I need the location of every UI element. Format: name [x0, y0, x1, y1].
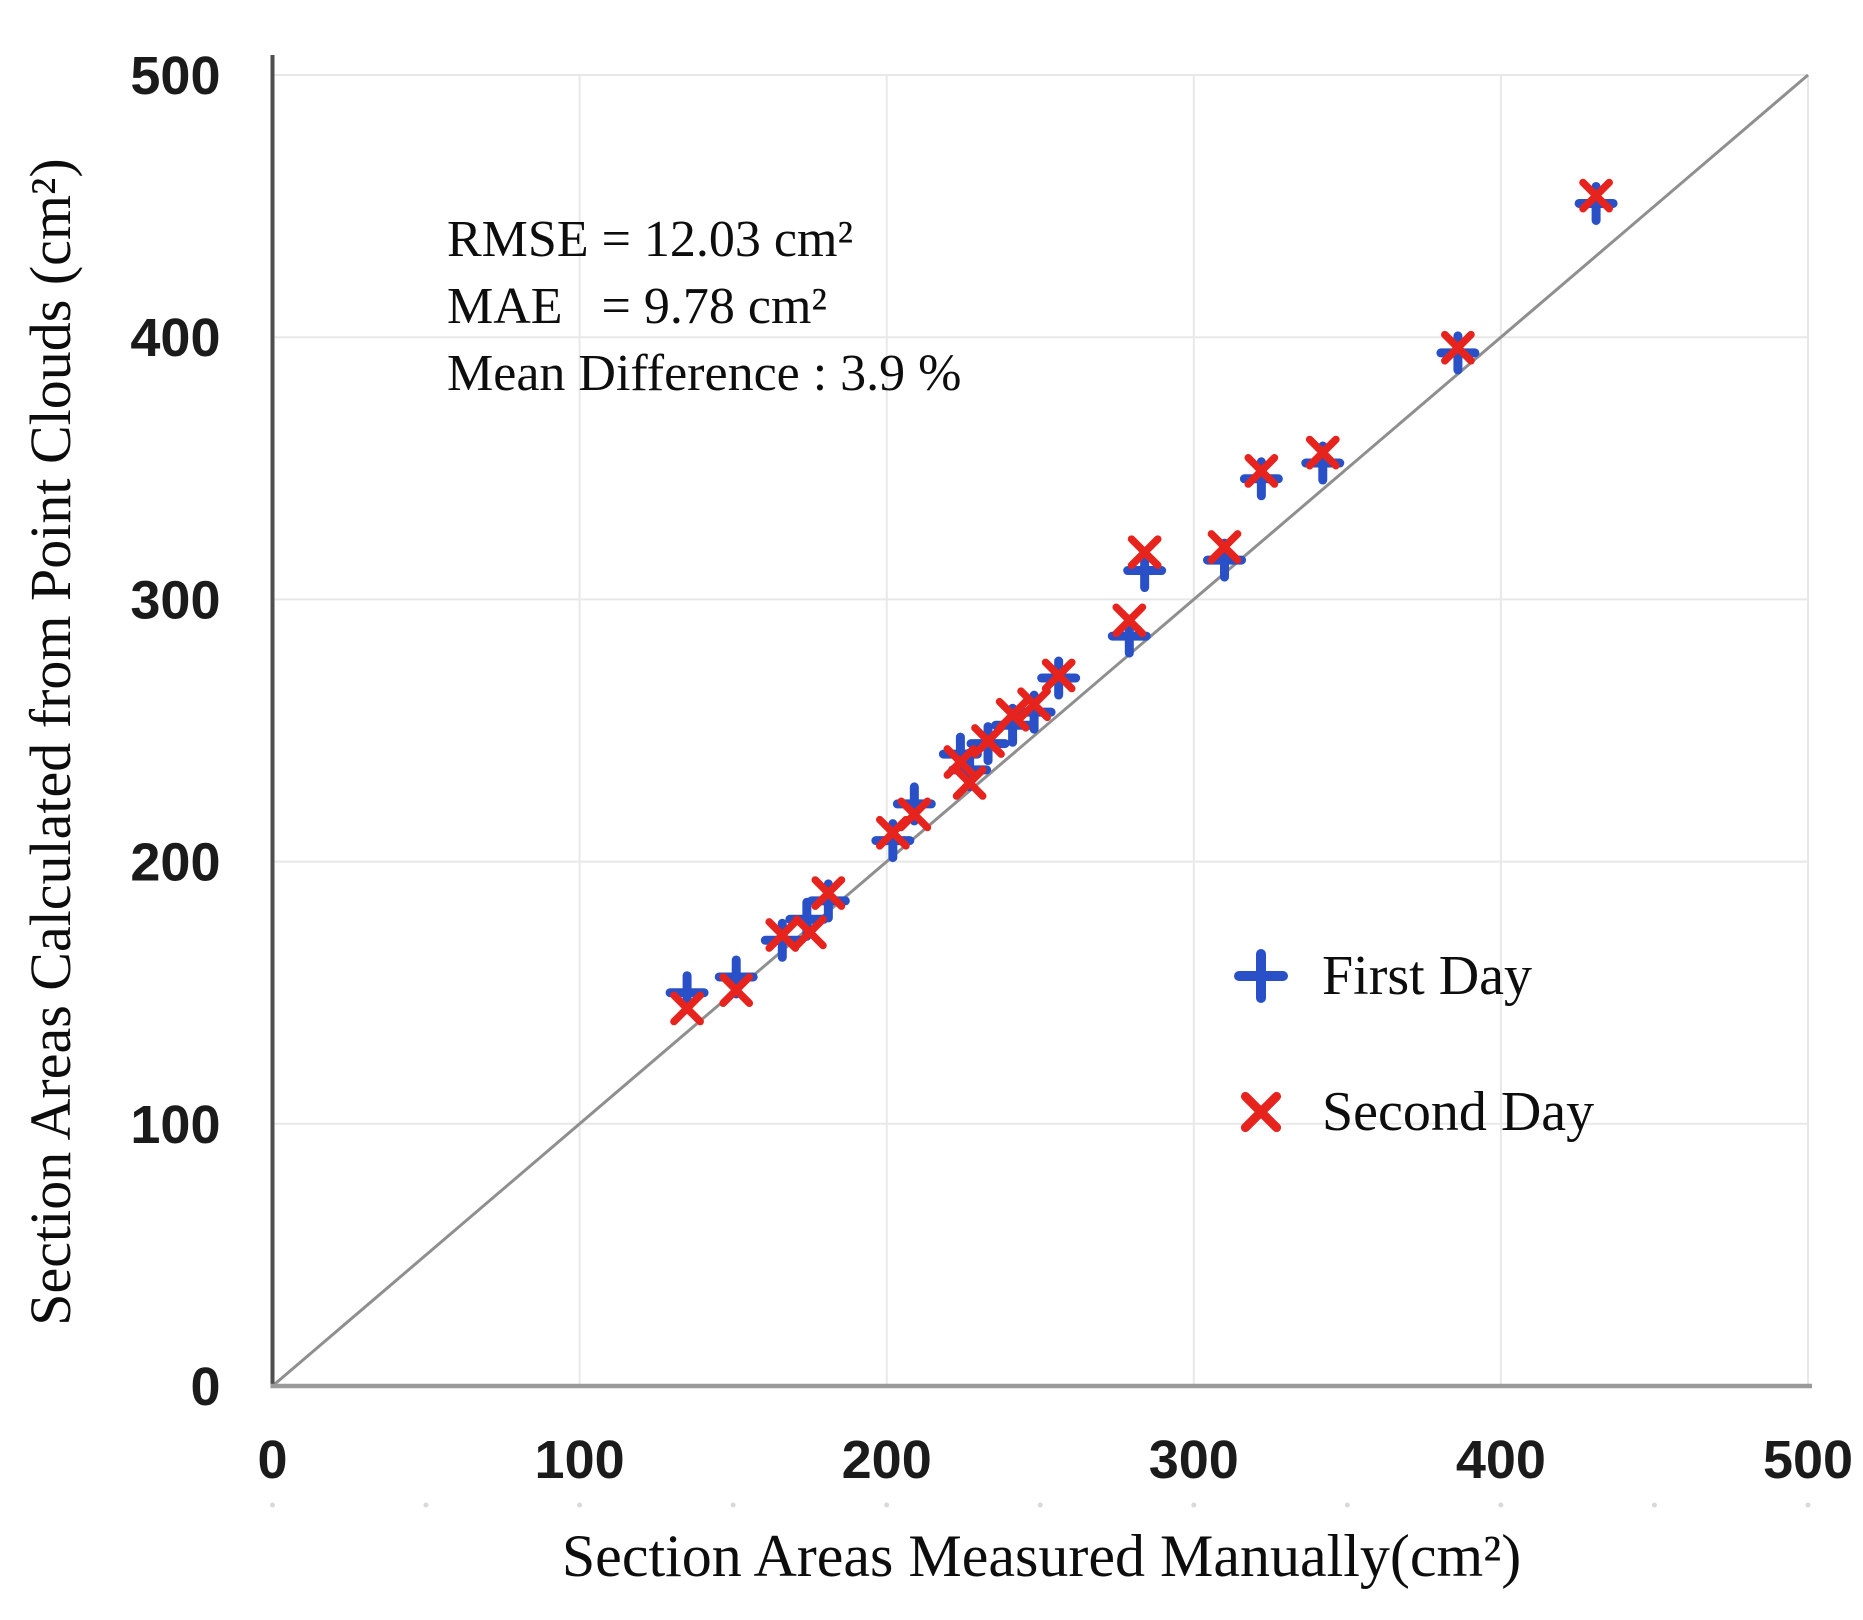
rmse-line: RMSE = 12.03 cm²	[447, 211, 854, 268]
data-point-second-day	[1305, 435, 1340, 470]
minor-tick-dot	[730, 1502, 736, 1508]
x-tick-label: 500	[1763, 1430, 1853, 1490]
data-point-second-day	[793, 915, 827, 950]
y-tick-label: 500	[130, 46, 220, 106]
data-point-second-day	[952, 766, 987, 800]
data-point-second-day	[670, 991, 704, 1026]
data-point-first-day	[1123, 549, 1167, 593]
y-tick-label: 100	[130, 1095, 220, 1155]
minor-tick-dot	[1651, 1502, 1657, 1508]
mean-difference-line: Mean Difference : 3.9 %	[447, 345, 962, 402]
legend-x-glyph	[1240, 1091, 1282, 1133]
minor-tick-dot	[1805, 1502, 1811, 1508]
x-tick-label: 400	[1456, 1430, 1546, 1490]
x-tick-label: 0	[257, 1430, 287, 1490]
plus-marker-icon	[1234, 949, 1288, 1003]
minor-tick-dot	[577, 1502, 583, 1508]
data-point-second-day	[1579, 178, 1613, 213]
legend-plus-glyph	[1234, 949, 1288, 1003]
minor-tick-dot	[423, 1502, 429, 1508]
minor-tick-dot	[1191, 1502, 1197, 1508]
data-point-second-day	[1244, 454, 1279, 488]
y-axis-title: Section Areas Calculated from Point Clou…	[18, 158, 83, 1326]
legend-item-second-day: Second Day	[1222, 1077, 1594, 1147]
minor-tick-dot	[1344, 1502, 1350, 1508]
data-point-second-day	[1127, 535, 1162, 570]
minor-tick-dot	[270, 1502, 275, 1508]
legend-label-first-day: First Day	[1322, 945, 1532, 1007]
mae-line: MAE = 9.78 cm²	[447, 278, 827, 335]
identity-line	[271, 73, 1809, 1388]
x-tick-label: 200	[842, 1430, 932, 1490]
data-point-second-day	[719, 973, 754, 1007]
x-marker-icon	[1240, 1091, 1282, 1133]
data-point-second-day	[1017, 687, 1051, 722]
y-tick-label: 200	[130, 833, 220, 893]
x-axis-title: Section Areas Measured Manually(cm²)	[561, 1523, 1522, 1589]
data-point-second-day	[943, 745, 978, 779]
legend-label-second-day: Second Day	[1322, 1081, 1595, 1143]
x-tick-label: 100	[535, 1430, 625, 1490]
minor-tick-dot	[1498, 1502, 1504, 1508]
data-point-second-day	[1041, 658, 1076, 693]
minor-tick-dot	[884, 1502, 890, 1508]
legend-item-first-day: First Day	[1222, 941, 1594, 1011]
data-point-second-day	[995, 697, 1030, 732]
data-point-second-day	[765, 918, 800, 952]
data-point-second-day	[1441, 330, 1475, 365]
x-tick-label: 300	[1149, 1430, 1239, 1490]
y-tick-label: 0	[190, 1357, 220, 1417]
data-point-second-day	[811, 876, 846, 910]
data-point-second-day	[1112, 603, 1147, 638]
legend: First Day Second Day	[1222, 941, 1594, 1147]
y-tick-label: 400	[130, 308, 220, 368]
data-point-second-day	[1207, 530, 1242, 564]
y-tick-label: 300	[130, 570, 220, 630]
stats-annotation: RMSE = 12.03 cm² MAE = 9.78 cm² Mean Dif…	[447, 206, 962, 407]
minor-tick-dot	[1037, 1502, 1043, 1508]
data-point-second-day	[971, 724, 1005, 758]
data-point-second-day	[897, 797, 932, 832]
